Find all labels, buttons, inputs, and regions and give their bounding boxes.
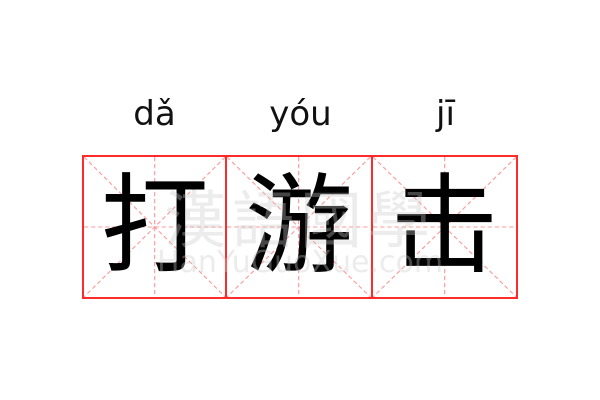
pinyin-2: yóu bbox=[269, 94, 332, 134]
guide-lines bbox=[372, 157, 516, 297]
pinyin-1: dǎ bbox=[133, 94, 176, 134]
character-cell: 游 bbox=[227, 155, 373, 299]
character: 打 bbox=[100, 164, 209, 289]
character-grid: 打 游 击 bbox=[82, 155, 518, 299]
character-cell: 击 bbox=[372, 155, 518, 299]
character: 游 bbox=[244, 164, 353, 289]
guide-lines bbox=[84, 157, 226, 297]
character-cell: 打 bbox=[82, 155, 228, 299]
character: 击 bbox=[390, 164, 499, 289]
guide-lines bbox=[227, 157, 371, 297]
pinyin-3: jī bbox=[436, 94, 455, 134]
